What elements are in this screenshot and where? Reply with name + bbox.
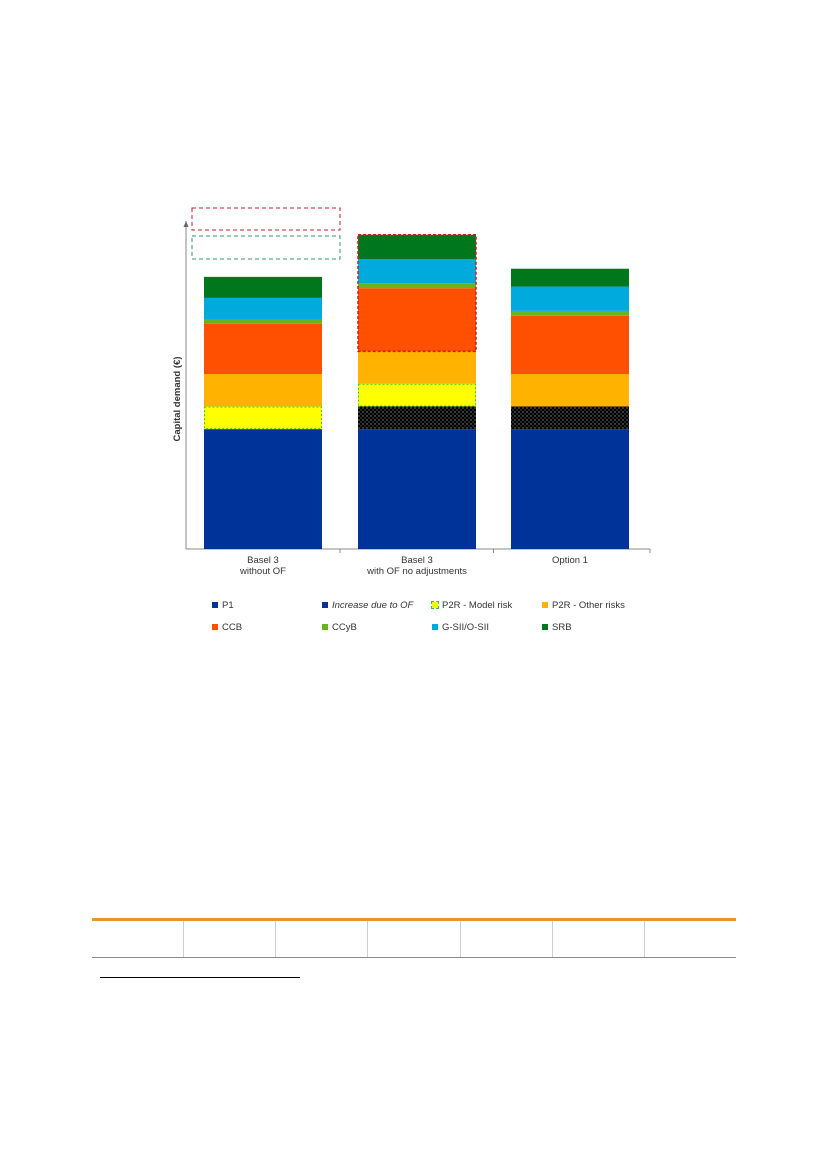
bar-segment-p2r-model-risk [358, 383, 476, 407]
bar-segment-ccyb [511, 310, 629, 316]
bar-segment-p2r-other-risks [358, 351, 476, 384]
legend-swatch [542, 602, 548, 608]
table-cell [275, 921, 367, 957]
legend-item: SRB [542, 622, 652, 633]
legend-item: CCB [212, 622, 322, 633]
bar-segment-srb [511, 268, 629, 287]
legend-label: P2R - Other risks [552, 599, 625, 611]
legend-label: G-SII/O-SII [442, 621, 489, 633]
legend-label: CCB [222, 621, 243, 633]
legend-label: Increase due to OF [332, 599, 414, 611]
legend-row: CCB CCyB G-SII/O-SII SRB [212, 616, 652, 638]
bar-segment-g-sii-o-sii [511, 286, 629, 311]
y-axis-arrow [183, 221, 189, 227]
x-tick-label: without OF [239, 566, 286, 577]
legend-item: P1 [212, 600, 322, 611]
legend-swatch [212, 624, 218, 630]
legend-label: P1 [222, 599, 234, 611]
bar-segment-ccb [204, 323, 322, 375]
of-increase-outline [357, 233, 477, 353]
bar-segment-srb [204, 276, 322, 298]
x-tick-label: Basel 3 [247, 555, 279, 566]
table-row [92, 921, 736, 958]
table-header [92, 918, 736, 958]
bar-segment-g-sii-o-sii [204, 297, 322, 319]
table-cell [183, 921, 275, 957]
legend-row: P1 Increase due to OF P2R - Model risk P2R … [212, 594, 652, 616]
legend-item: P2R - Model risk [431, 599, 542, 611]
legend-item: CCyB [322, 622, 432, 633]
legend-annotation-green-box [191, 235, 341, 260]
table-cell [551, 921, 644, 957]
legend-swatch [322, 602, 328, 608]
table-cell [92, 921, 183, 957]
table-top-rule [92, 918, 736, 921]
legend-item: G-SII/O-SII [432, 622, 542, 633]
bar-segment-increase-due-to-of [358, 406, 476, 430]
legend-label: P2R - Model risk [442, 599, 513, 611]
annotation-boxes [191, 207, 341, 260]
bar-segment-srb [358, 234, 476, 260]
bar-segment-p2r-other-risks [511, 374, 629, 407]
legend-item: Increase due to OF [322, 600, 432, 611]
bar-segment-p1 [511, 429, 629, 549]
bar-segment-ccb [511, 315, 629, 375]
bar-segment-p2r-model-risk [204, 406, 322, 430]
bar-segment-p1 [204, 429, 322, 549]
bar-segment-p2r-other-risks [204, 374, 322, 407]
table-cell [643, 921, 736, 957]
legend-annotation-red-box [191, 207, 341, 231]
x-tick-label: Option 1 [552, 555, 588, 566]
legend-swatch [432, 624, 438, 630]
table-cell [367, 921, 459, 957]
model-risk-outline [204, 406, 322, 430]
bar-segment-p1 [358, 429, 476, 549]
legend-swatch [431, 601, 439, 609]
table-cell [459, 921, 552, 957]
legend-item: P2R - Other risks [542, 600, 652, 611]
legend-swatch [542, 624, 548, 630]
x-tick-label: with OF no adjustments [366, 566, 467, 577]
capital-demand-chart: Basel 3 without OF Basel 3 with OF no adjus… [150, 195, 670, 655]
x-tick-label: Basel 3 [401, 555, 433, 566]
model-risk-outline [358, 383, 476, 407]
y-axis-label: Capital demand (€) [172, 357, 183, 442]
legend-swatch [212, 602, 218, 608]
bar-segment-ccyb [358, 283, 476, 289]
bar-segment-g-sii-o-sii [358, 259, 476, 284]
bar-segment-ccyb [204, 318, 322, 324]
chart-legend: P1 Increase due to OF P2R - Model risk P2R … [212, 594, 652, 638]
legend-label: CCyB [332, 621, 357, 633]
legend-label: SRB [552, 621, 572, 633]
bar-segment-increase-due-to-of [511, 406, 629, 430]
legend-swatch [322, 624, 328, 630]
footnote-separator [100, 977, 300, 978]
bar-segment-ccb [358, 288, 476, 352]
